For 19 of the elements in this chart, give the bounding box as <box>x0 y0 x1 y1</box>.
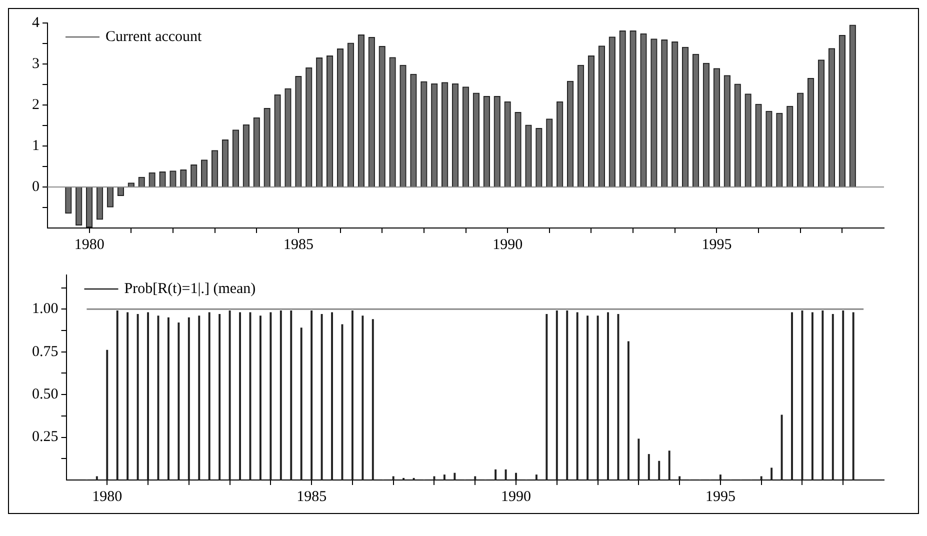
y-tick-label: 1.00 <box>32 301 58 318</box>
y-tick-label: 0 <box>32 178 40 195</box>
y-tick-label: 2 <box>32 96 40 113</box>
y-tick-label: 3 <box>32 56 40 72</box>
y-tick-label: 0.50 <box>32 386 58 403</box>
x-tick-label: 1990 <box>492 236 523 253</box>
y-tick-label: 4 <box>32 14 40 31</box>
y-tick-label: 1 <box>32 138 40 154</box>
x-tick-label: 1990 <box>501 488 532 505</box>
x-tick-label: 1995 <box>702 236 732 253</box>
x-tick-label: 1980 <box>74 236 104 253</box>
y-tick-label: 0.75 <box>32 344 58 360</box>
x-tick-label: 1985 <box>283 236 314 253</box>
x-tick-label: 1980 <box>92 488 122 505</box>
legend-label: Prob[R(t)=1|.] (mean) <box>124 280 256 297</box>
x-tick-label: 1985 <box>296 488 327 505</box>
y-tick-label: 0.25 <box>32 429 58 446</box>
legend-label: Current account <box>106 28 203 45</box>
x-tick-label: 1995 <box>705 488 736 505</box>
